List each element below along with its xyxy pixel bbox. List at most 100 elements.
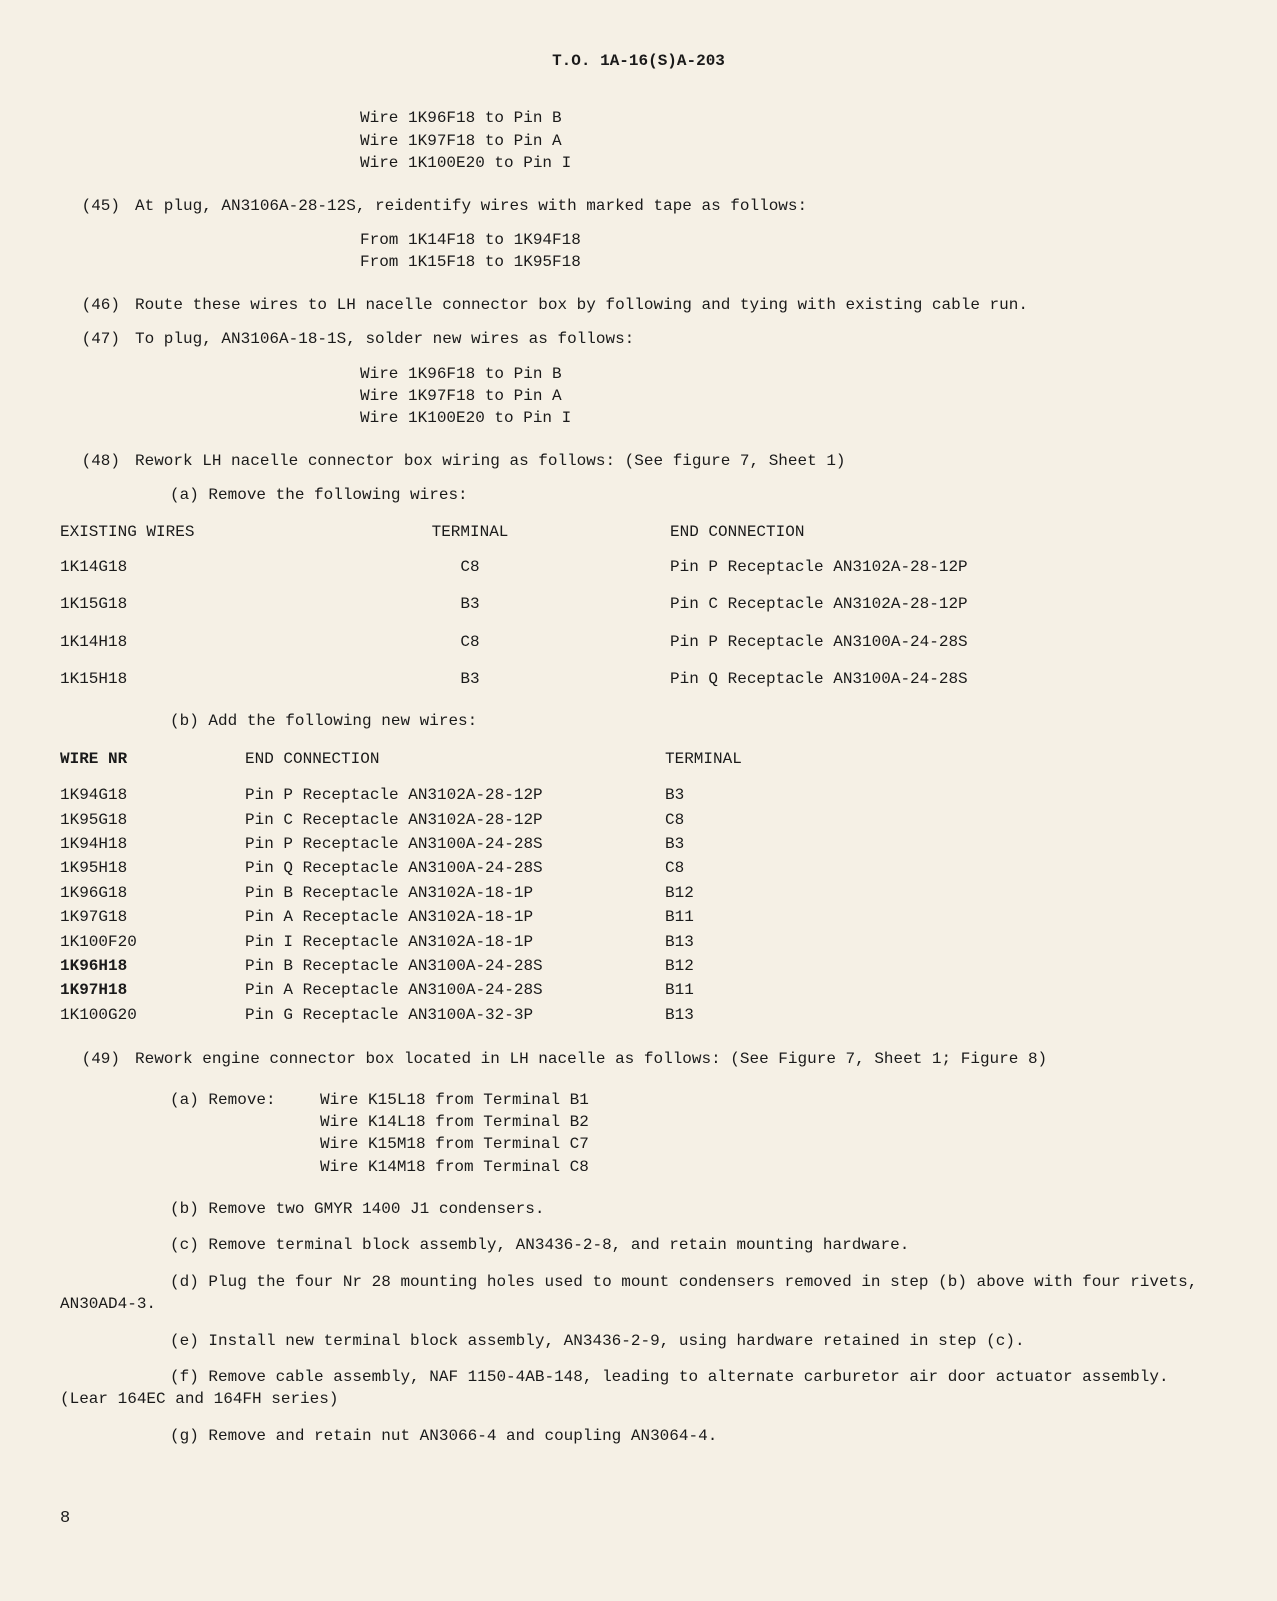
step-49b: (b) Remove two GMYR 1400 J1 condensers. <box>170 1198 1217 1220</box>
table-b-row: 1K96H18 Pin B Receptacle AN3100A-24-28S … <box>60 955 1217 977</box>
remove-line: Wire K15L18 from Terminal B1 <box>320 1089 589 1111</box>
cell: 1K14G18 <box>60 556 340 578</box>
cell: Pin Q Receptacle AN3100A-24-28S <box>600 668 1217 690</box>
cell: 1K100G20 <box>60 1004 245 1026</box>
table-b-row: 1K100F20 Pin I Receptacle AN3102A-18-1P … <box>60 931 1217 953</box>
table-a-row: 1K14G18 C8 Pin P Receptacle AN3102A-28-1… <box>60 556 1217 578</box>
header-end-connection: END CONNECTION <box>600 521 1217 543</box>
cell: 1K97G18 <box>60 906 245 928</box>
step-47: (47) To plug, AN3106A-18-1S, solder new … <box>60 328 1217 350</box>
remove-line: Wire K15M18 from Terminal C7 <box>320 1133 589 1155</box>
step-text: Route these wires to LH nacelle connecto… <box>135 294 1217 316</box>
step-48a: (a) Remove the following wires: <box>170 484 1217 506</box>
step-number: (49) <box>60 1048 135 1070</box>
cell: C8 <box>665 809 805 831</box>
cell: 1K95H18 <box>60 857 245 879</box>
cell: B12 <box>665 882 805 904</box>
step-number: (46) <box>60 294 135 316</box>
step-49d: (d) Plug the four Nr 28 mounting holes u… <box>60 1271 1217 1316</box>
cell: B3 <box>665 833 805 855</box>
cell: Pin B Receptacle AN3100A-24-28S <box>245 955 665 977</box>
table-b-row: 1K97H18 Pin A Receptacle AN3100A-24-28S … <box>60 979 1217 1001</box>
step-text: To plug, AN3106A-18-1S, solder new wires… <box>135 328 1217 350</box>
step-text: Rework engine connector box located in L… <box>135 1048 1217 1070</box>
header-terminal: TERMINAL <box>665 748 805 770</box>
cell: 1K15G18 <box>60 593 340 615</box>
cell: Pin I Receptacle AN3102A-18-1P <box>245 931 665 953</box>
table-b-row: 1K94H18 Pin P Receptacle AN3100A-24-28S … <box>60 833 1217 855</box>
step-49c: (c) Remove terminal block assembly, AN34… <box>170 1234 1217 1256</box>
step-49a: (a) Remove: Wire K15L18 from Terminal B1… <box>170 1089 1217 1179</box>
table-a-header: EXISTING WIRES TERMINAL END CONNECTION <box>60 521 1217 543</box>
cell: Pin A Receptacle AN3100A-24-28S <box>245 979 665 1001</box>
header-end-connection: END CONNECTION <box>245 748 665 770</box>
wire-line: Wire 1K97F18 to Pin A <box>360 385 1217 407</box>
cell: 1K95G18 <box>60 809 245 831</box>
cell: Pin P Receptacle AN3100A-24-28S <box>600 631 1217 653</box>
step-45: (45) At plug, AN3106A-28-12S, reidentify… <box>60 195 1217 217</box>
remove-line: Wire K14M18 from Terminal C8 <box>320 1156 589 1178</box>
doc-header: T.O. 1A-16(S)A-203 <box>60 50 1217 72</box>
step-49: (49) Rework engine connector box located… <box>60 1048 1217 1070</box>
cell: B13 <box>665 931 805 953</box>
table-b-row: 1K100G20 Pin G Receptacle AN3100A-32-3P … <box>60 1004 1217 1026</box>
cell: Pin P Receptacle AN3100A-24-28S <box>245 833 665 855</box>
step-text: At plug, AN3106A-28-12S, reidentify wire… <box>135 195 1217 217</box>
wire-line: Wire 1K96F18 to Pin B <box>360 107 1217 129</box>
cell: B3 <box>665 784 805 806</box>
cell: C8 <box>340 631 600 653</box>
table-a-row: 1K15G18 B3 Pin C Receptacle AN3102A-28-1… <box>60 593 1217 615</box>
header-wire-nr: WIRE NR <box>60 748 245 770</box>
table-b-row: 1K95H18 Pin Q Receptacle AN3100A-24-28S … <box>60 857 1217 879</box>
cell: Pin G Receptacle AN3100A-32-3P <box>245 1004 665 1026</box>
table-a-row: 1K14H18 C8 Pin P Receptacle AN3100A-24-2… <box>60 631 1217 653</box>
cell: C8 <box>340 556 600 578</box>
cell: 1K97H18 <box>60 979 245 1001</box>
cell: Pin C Receptacle AN3102A-28-12P <box>245 809 665 831</box>
cell: 1K96H18 <box>60 955 245 977</box>
wire-line: Wire 1K100E20 to Pin I <box>360 407 1217 429</box>
table-b-row: 1K95G18 Pin C Receptacle AN3102A-28-12P … <box>60 809 1217 831</box>
cell: 1K100F20 <box>60 931 245 953</box>
cell: C8 <box>665 857 805 879</box>
cell: Pin Q Receptacle AN3100A-24-28S <box>245 857 665 879</box>
table-b-row: 1K96G18 Pin B Receptacle AN3102A-18-1P B… <box>60 882 1217 904</box>
step-49e: (e) Install new terminal block assembly,… <box>170 1330 1217 1352</box>
step-47-lines: Wire 1K96F18 to Pin B Wire 1K97F18 to Pi… <box>360 363 1217 430</box>
intro-wire-block: Wire 1K96F18 to Pin B Wire 1K97F18 to Pi… <box>360 107 1217 174</box>
cell: 1K14H18 <box>60 631 340 653</box>
step-text: Rework LH nacelle connector box wiring a… <box>135 450 1217 472</box>
step-45-lines: From 1K14F18 to 1K94F18 From 1K15F18 to … <box>360 229 1217 274</box>
cell: B13 <box>665 1004 805 1026</box>
cell: Pin C Receptacle AN3102A-28-12P <box>600 593 1217 615</box>
header-terminal: TERMINAL <box>340 521 600 543</box>
cell: Pin A Receptacle AN3102A-18-1P <box>245 906 665 928</box>
cell: B12 <box>665 955 805 977</box>
remove-line: Wire K14L18 from Terminal B2 <box>320 1111 589 1133</box>
remove-lines: Wire K15L18 from Terminal B1 Wire K14L18… <box>320 1089 589 1179</box>
table-b-row: 1K94G18 Pin P Receptacle AN3102A-28-12P … <box>60 784 1217 806</box>
cell: 1K94H18 <box>60 833 245 855</box>
reidentify-line: From 1K14F18 to 1K94F18 <box>360 229 1217 251</box>
step-number: (48) <box>60 450 135 472</box>
remove-label: (a) Remove: <box>170 1089 320 1179</box>
header-existing-wires: EXISTING WIRES <box>60 521 340 543</box>
step-48: (48) Rework LH nacelle connector box wir… <box>60 450 1217 472</box>
table-b-row: 1K97G18 Pin A Receptacle AN3102A-18-1P B… <box>60 906 1217 928</box>
cell: Pin P Receptacle AN3102A-28-12P <box>600 556 1217 578</box>
step-46: (46) Route these wires to LH nacelle con… <box>60 294 1217 316</box>
cell: Pin B Receptacle AN3102A-18-1P <box>245 882 665 904</box>
step-number: (47) <box>60 328 135 350</box>
cell: B3 <box>340 593 600 615</box>
cell: B3 <box>340 668 600 690</box>
step-49f: (f) Remove cable assembly, NAF 1150-4AB-… <box>60 1366 1217 1411</box>
cell: B11 <box>665 906 805 928</box>
cell: 1K94G18 <box>60 784 245 806</box>
step-49g: (g) Remove and retain nut AN3066-4 and c… <box>170 1425 1217 1447</box>
page-number: 8 <box>60 1507 1217 1531</box>
cell: B11 <box>665 979 805 1001</box>
cell: 1K15H18 <box>60 668 340 690</box>
wire-line: Wire 1K96F18 to Pin B <box>360 363 1217 385</box>
table-b-header: WIRE NR END CONNECTION TERMINAL <box>60 748 1217 770</box>
step-48b: (b) Add the following new wires: <box>170 710 1217 732</box>
